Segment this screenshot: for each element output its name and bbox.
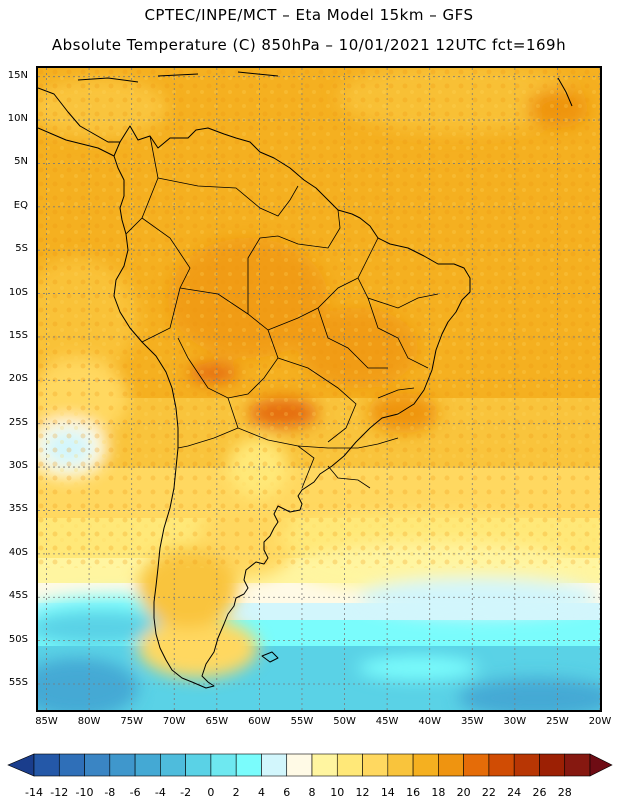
- colorbar-label: -8: [104, 786, 116, 799]
- colorbar-swatch: [387, 753, 414, 777]
- colorbar-arrow-right: [589, 753, 613, 777]
- colorbar-swatch: [488, 753, 515, 777]
- south-america-outline: [113, 125, 471, 689]
- colorbar-label: 28: [557, 786, 572, 799]
- colorbar-swatch: [235, 753, 262, 777]
- colorbar: [0, 750, 618, 800]
- lat-label: 35S: [8, 503, 28, 515]
- chart-subtitle: Absolute Temperature (C) 850hPa – 10/01/…: [51, 36, 567, 54]
- lon-label: 50W: [333, 716, 356, 727]
- lon-label: 25W: [546, 716, 569, 727]
- colorbar-swatch: [33, 753, 60, 777]
- colorbar-label: -6: [129, 786, 141, 799]
- lat-label: 10N: [7, 113, 28, 125]
- lon-label: 55W: [290, 716, 314, 727]
- colorbar-label: -10: [75, 786, 94, 799]
- lat-label: 20S: [8, 373, 28, 385]
- colorbar-label: 22: [481, 786, 496, 799]
- caribbean-islands: [77, 71, 573, 107]
- lat-label: 15S: [8, 329, 28, 341]
- lon-label: 45W: [375, 716, 399, 727]
- colorbar-swatch: [286, 753, 313, 777]
- colorbar-label: 14: [380, 786, 395, 799]
- colorbar-label: 6: [283, 786, 291, 799]
- colorbar-label: 10: [330, 786, 345, 799]
- lon-label: 60W: [248, 716, 271, 727]
- lon-label: 35W: [460, 716, 484, 727]
- colorbar-swatch: [311, 753, 338, 777]
- colorbar-swatch: [513, 753, 540, 777]
- colorbar-swatch: [261, 753, 288, 777]
- colorbar-swatch: [185, 753, 212, 777]
- lon-label: 20W: [588, 716, 612, 727]
- colorbar-label: -2: [180, 786, 192, 799]
- colorbar-swatch: [539, 753, 566, 777]
- colorbar-label: 26: [532, 786, 547, 799]
- colorbar-swatch: [438, 753, 464, 777]
- colorbar-label: 18: [431, 786, 446, 799]
- colorbar-swatch: [109, 753, 136, 777]
- field-texture: [38, 68, 600, 568]
- colorbar-swatch: [564, 753, 591, 777]
- lon-label: 30W: [503, 716, 527, 727]
- colorbar-swatch: [160, 753, 186, 777]
- lat-label: 55S: [8, 676, 28, 688]
- lat-label: 40S: [8, 546, 28, 558]
- lon-label: 75W: [120, 716, 143, 727]
- coastlines: [38, 71, 573, 689]
- lat-label: EQ: [13, 199, 28, 211]
- colorbar-label: 16: [406, 786, 421, 799]
- colorbar-label: 4: [257, 786, 265, 799]
- country-borders: [125, 135, 439, 489]
- lat-label: 5N: [14, 156, 28, 168]
- colorbar-label: -14: [25, 786, 43, 799]
- lat-label: 15N: [7, 69, 28, 81]
- lon-label: 40W: [418, 716, 441, 727]
- colorbar-swatch: [84, 753, 111, 777]
- colorbar-label: -12: [50, 786, 69, 799]
- colorbar-label: 2: [232, 786, 240, 799]
- map-frame: [36, 66, 602, 712]
- colorbar-swatch: [412, 753, 439, 777]
- colorbar-swatch: [210, 753, 237, 777]
- lat-label: 45S: [8, 590, 28, 602]
- central-america-outline: [38, 87, 120, 157]
- colorbar-label: 20: [456, 786, 471, 799]
- colorbar-label: -4: [154, 786, 166, 799]
- lat-label: 25S: [8, 416, 28, 428]
- lat-label: 10S: [8, 286, 28, 298]
- lon-label: 70W: [162, 716, 186, 727]
- falklands: [261, 651, 279, 663]
- lat-label: 50S: [8, 633, 28, 645]
- colorbar-swatch: [362, 753, 389, 777]
- lat-label: 30S: [8, 460, 28, 472]
- lat-label: 5S: [15, 243, 28, 255]
- colorbar-swatch: [134, 753, 161, 777]
- lon-label: 65W: [205, 716, 229, 727]
- lon-label: 85W: [35, 716, 58, 727]
- colorbar-swatches: [7, 753, 613, 777]
- temperature-map: [38, 68, 600, 710]
- colorbar-swatch: [463, 753, 490, 777]
- colorbar-swatch: [58, 753, 85, 777]
- colorbar-arrow-left: [7, 753, 35, 777]
- colorbar-label: 0: [207, 786, 215, 799]
- colorbar-label: 24: [507, 786, 522, 799]
- chart-title: CPTEC/INPE/MCT – Eta Model 15km – GFS: [144, 6, 474, 24]
- colorbar-label: 8: [308, 786, 316, 799]
- colorbar-swatch: [336, 753, 363, 777]
- colorbar-label: 12: [355, 786, 370, 799]
- lat-lon-grid: [38, 68, 600, 710]
- lon-label: 80W: [77, 716, 101, 727]
